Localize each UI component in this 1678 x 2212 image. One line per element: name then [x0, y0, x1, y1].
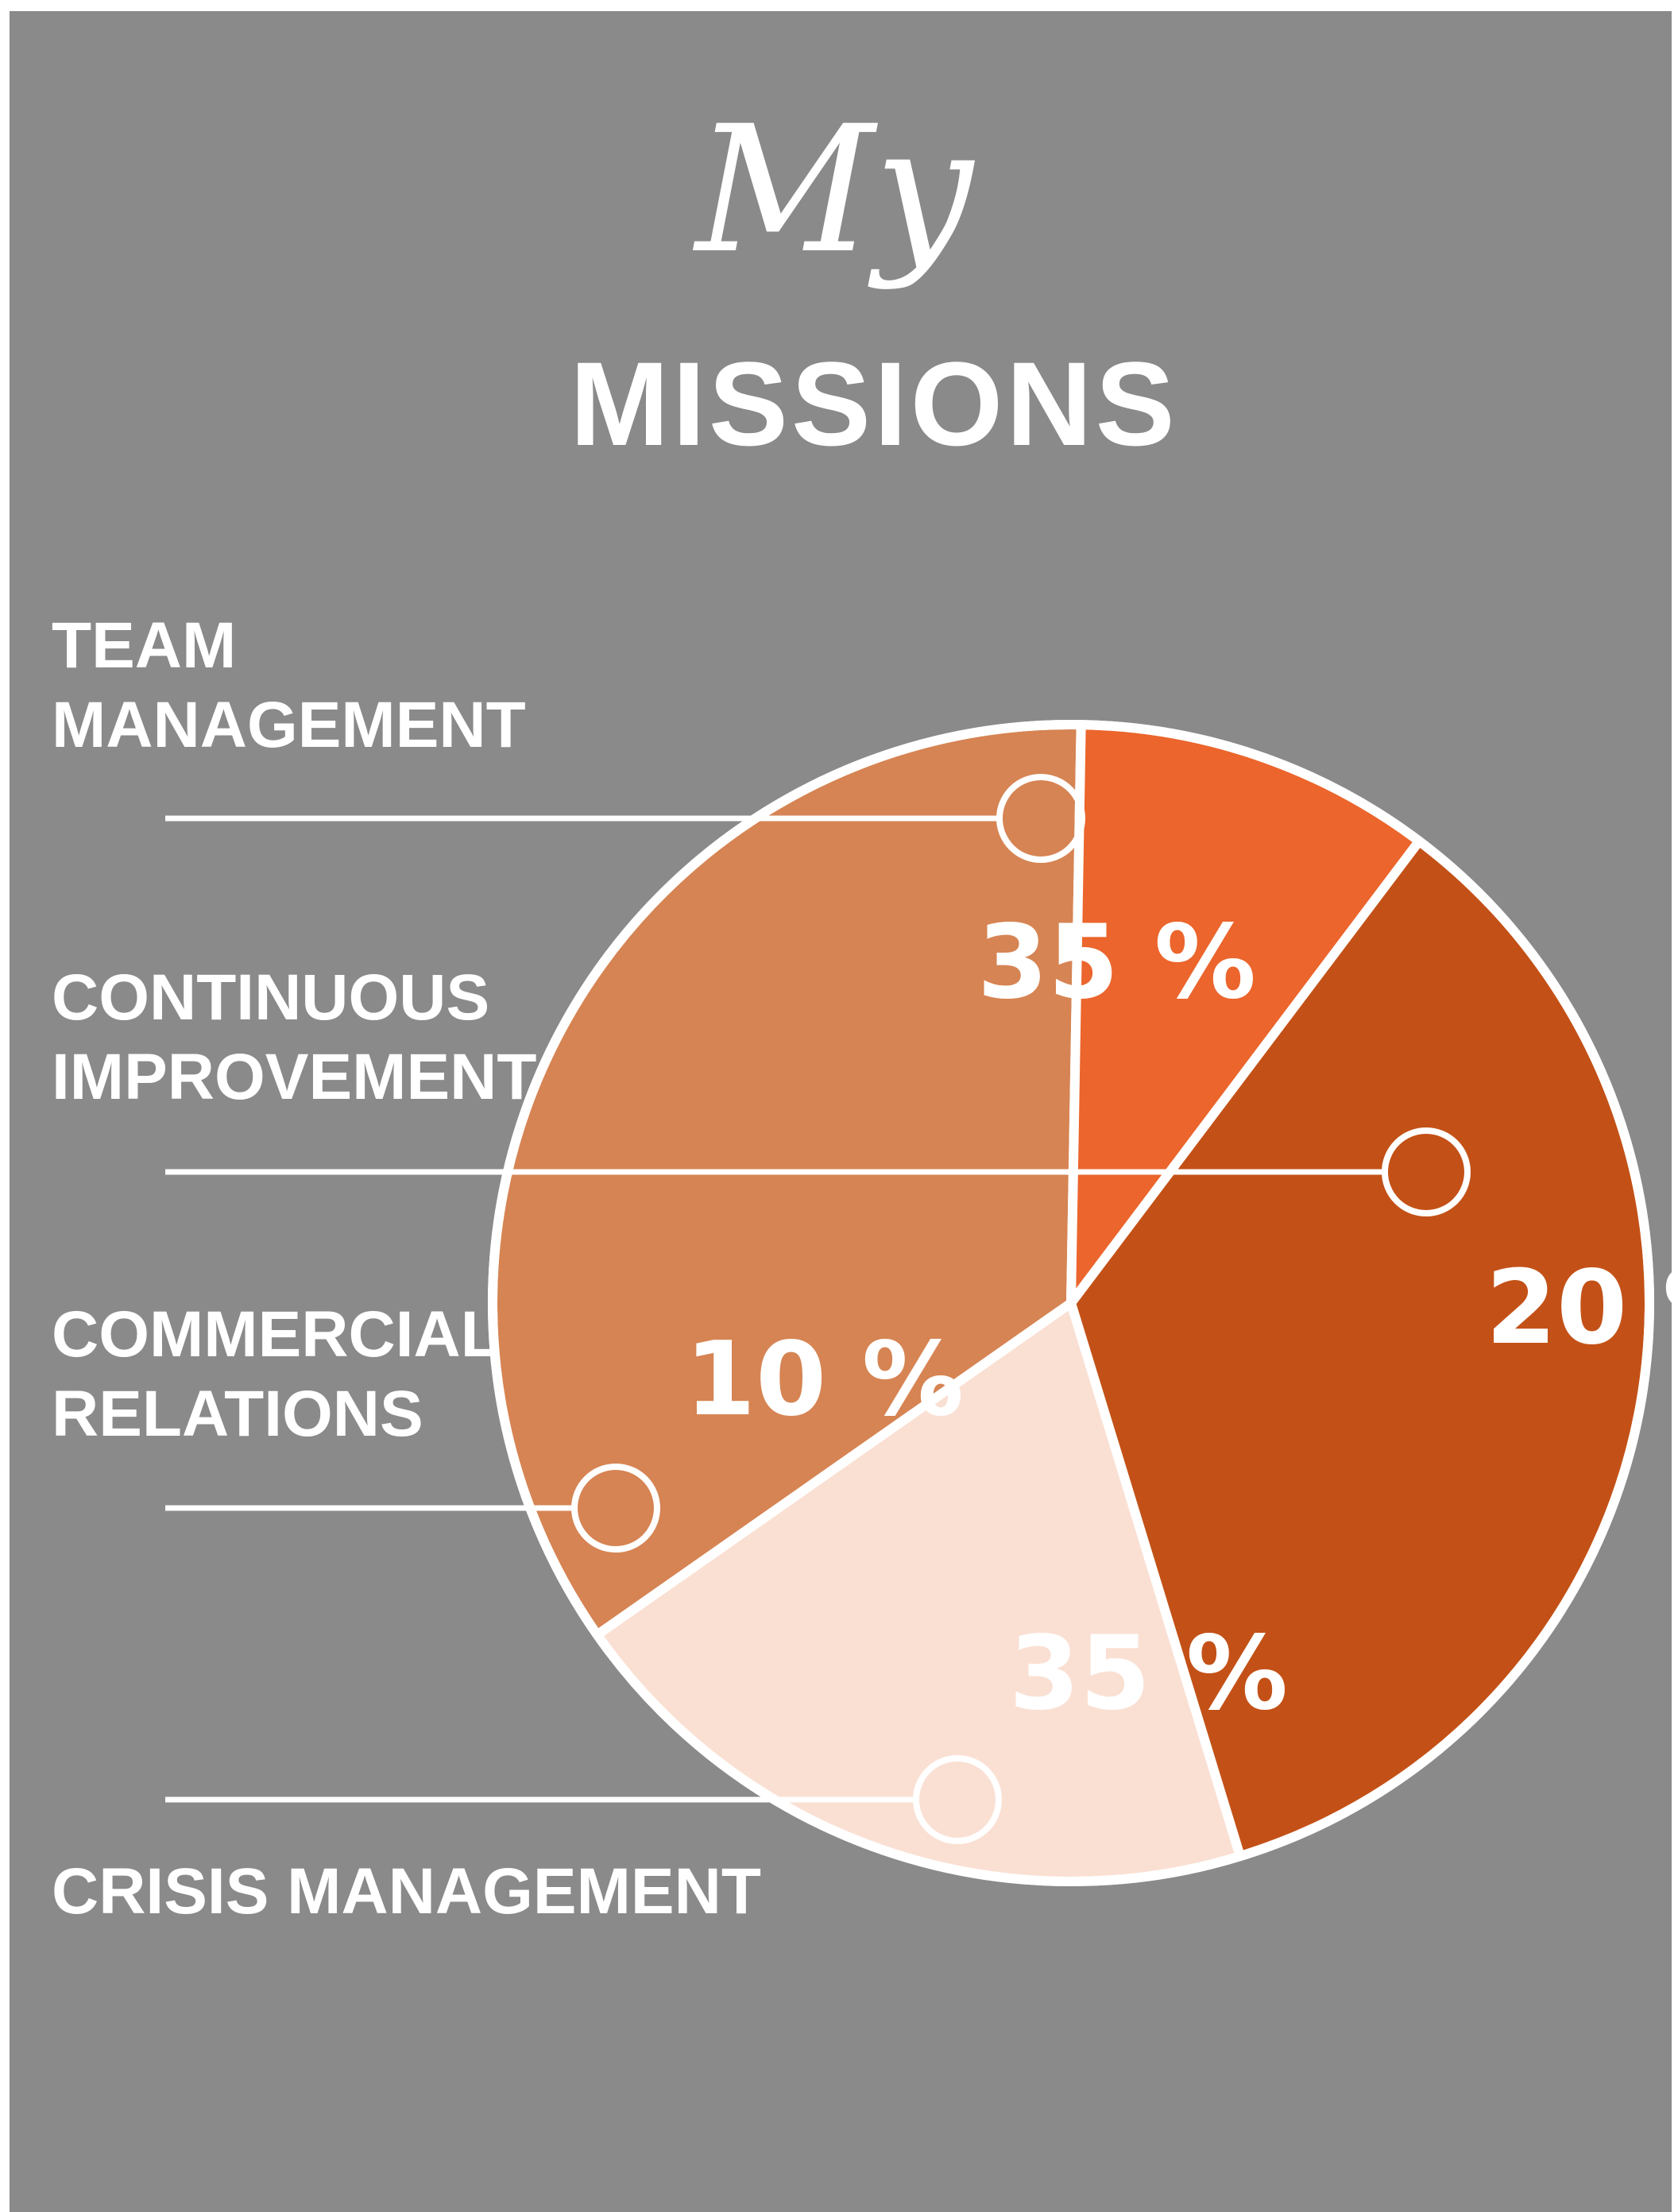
- value-label-commercial-relations: 10 %: [685, 1321, 964, 1439]
- category-label-commercial-relations-line-2: RELATIONS: [52, 1378, 423, 1450]
- category-label-team-management-line-1: TEAM: [52, 609, 236, 682]
- leader-marker-crisis-management: [913, 1755, 1002, 1844]
- category-label-continuous-improvement-line-2: IMPROVEMENT: [52, 1041, 536, 1113]
- title-main: MISSIONS: [570, 337, 1177, 470]
- pie-slices: [488, 720, 1654, 1886]
- category-label-crisis-management-line-1: CRISIS MANAGEMENT: [52, 1855, 761, 1928]
- category-label-team-management-line-2: MANAGEMENT: [52, 689, 526, 761]
- value-labels: 35 % 20 % 35 % 10 %: [685, 903, 1678, 1733]
- leader-marker-team-management: [996, 774, 1085, 863]
- value-label-continuous-improvement: 20 %: [1486, 1249, 1678, 1367]
- category-label-continuous-improvement-line-1: CONTINUOUS: [52, 961, 489, 1034]
- title-script: My: [692, 88, 975, 292]
- value-label-crisis-management: 35 %: [1009, 1615, 1288, 1733]
- leader-lines: [165, 774, 1471, 1844]
- value-label-team-management: 35 %: [977, 903, 1256, 1022]
- leader-marker-commercial-relations: [571, 1464, 660, 1553]
- leader-marker-continuous-improvement: [1382, 1127, 1471, 1216]
- category-label-commercial-relations-line-1: COMMERCIAL: [52, 1298, 501, 1371]
- pie-outline: [488, 720, 1654, 1886]
